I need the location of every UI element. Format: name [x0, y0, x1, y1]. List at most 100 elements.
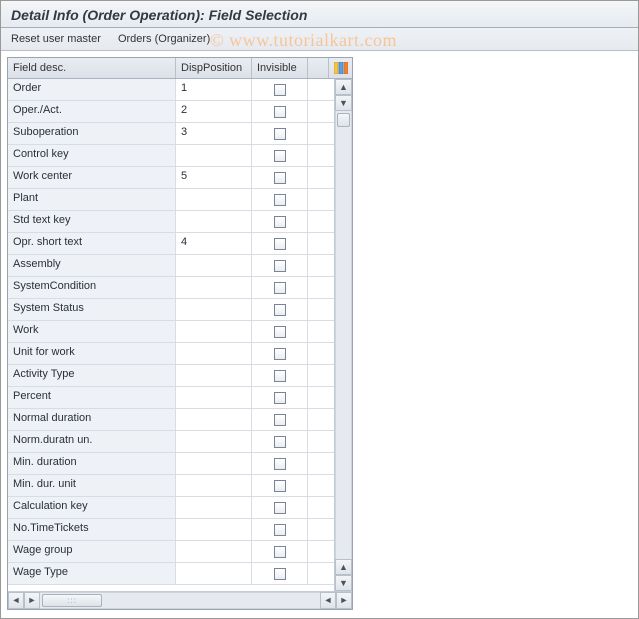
- table-row[interactable]: Min. dur. unit: [8, 475, 334, 497]
- checkbox-icon[interactable]: [274, 216, 286, 228]
- column-header-invisible[interactable]: Invisible: [252, 58, 308, 78]
- vertical-scroll-track[interactable]: [335, 111, 352, 559]
- cell-invisible[interactable]: [252, 167, 308, 188]
- scroll-down-button[interactable]: ▼: [335, 575, 352, 591]
- scroll-left-step-button[interactable]: ◄: [320, 592, 336, 609]
- cell-disp-position[interactable]: 4: [176, 233, 252, 254]
- cell-invisible[interactable]: [252, 453, 308, 474]
- checkbox-icon[interactable]: [274, 84, 286, 96]
- cell-disp-position[interactable]: [176, 145, 252, 166]
- table-row[interactable]: Activity Type: [8, 365, 334, 387]
- horizontal-scrollbar[interactable]: ◄ ► ::: ◄ ►: [8, 591, 352, 609]
- table-row[interactable]: Oper./Act.2: [8, 101, 334, 123]
- cell-disp-position[interactable]: [176, 475, 252, 496]
- cell-invisible[interactable]: [252, 541, 308, 562]
- cell-invisible[interactable]: [252, 431, 308, 452]
- cell-invisible[interactable]: [252, 145, 308, 166]
- checkbox-icon[interactable]: [274, 436, 286, 448]
- checkbox-icon[interactable]: [274, 106, 286, 118]
- table-settings-icon[interactable]: [328, 58, 352, 78]
- orders-organizer-link[interactable]: Orders (Organizer): [118, 33, 210, 45]
- cell-disp-position[interactable]: [176, 387, 252, 408]
- checkbox-icon[interactable]: [274, 172, 286, 184]
- checkbox-icon[interactable]: [274, 194, 286, 206]
- scroll-right-button[interactable]: ►: [336, 592, 352, 609]
- cell-disp-position[interactable]: 2: [176, 101, 252, 122]
- vertical-scrollbar[interactable]: ▲ ▼ ▲ ▼: [334, 79, 352, 591]
- table-row[interactable]: Wage Type: [8, 563, 334, 585]
- table-row[interactable]: Norm.duratn un.: [8, 431, 334, 453]
- cell-invisible[interactable]: [252, 189, 308, 210]
- scroll-left-button[interactable]: ◄: [8, 592, 24, 609]
- checkbox-icon[interactable]: [274, 326, 286, 338]
- cell-invisible[interactable]: [252, 79, 308, 100]
- table-row[interactable]: Suboperation3: [8, 123, 334, 145]
- scroll-up-step-button[interactable]: ▲: [335, 559, 352, 575]
- cell-disp-position[interactable]: [176, 189, 252, 210]
- checkbox-icon[interactable]: [274, 414, 286, 426]
- scroll-up-button[interactable]: ▲: [335, 79, 352, 95]
- scroll-down-step-button[interactable]: ▼: [335, 95, 352, 111]
- cell-invisible[interactable]: [252, 365, 308, 386]
- table-row[interactable]: Wage group: [8, 541, 334, 563]
- table-row[interactable]: Control key: [8, 145, 334, 167]
- table-row[interactable]: Work center5: [8, 167, 334, 189]
- cell-invisible[interactable]: [252, 497, 308, 518]
- table-row[interactable]: Min. duration: [8, 453, 334, 475]
- checkbox-icon[interactable]: [274, 282, 286, 294]
- checkbox-icon[interactable]: [274, 546, 286, 558]
- cell-disp-position[interactable]: 3: [176, 123, 252, 144]
- cell-invisible[interactable]: [252, 277, 308, 298]
- checkbox-icon[interactable]: [274, 304, 286, 316]
- cell-disp-position[interactable]: 5: [176, 167, 252, 188]
- cell-invisible[interactable]: [252, 101, 308, 122]
- cell-disp-position[interactable]: [176, 519, 252, 540]
- cell-disp-position[interactable]: [176, 431, 252, 452]
- cell-disp-position[interactable]: [176, 453, 252, 474]
- table-row[interactable]: Assembly: [8, 255, 334, 277]
- table-row[interactable]: Unit for work: [8, 343, 334, 365]
- table-row[interactable]: Calculation key: [8, 497, 334, 519]
- cell-invisible[interactable]: [252, 387, 308, 408]
- table-row[interactable]: Order1: [8, 79, 334, 101]
- cell-invisible[interactable]: [252, 255, 308, 276]
- cell-invisible[interactable]: [252, 123, 308, 144]
- cell-disp-position[interactable]: [176, 321, 252, 342]
- checkbox-icon[interactable]: [274, 150, 286, 162]
- cell-disp-position[interactable]: 1: [176, 79, 252, 100]
- cell-disp-position[interactable]: [176, 255, 252, 276]
- cell-invisible[interactable]: [252, 233, 308, 254]
- scroll-right-step-button[interactable]: ►: [24, 592, 40, 609]
- cell-disp-position[interactable]: [176, 343, 252, 364]
- table-row[interactable]: Normal duration: [8, 409, 334, 431]
- checkbox-icon[interactable]: [274, 260, 286, 272]
- horizontal-scroll-thumb[interactable]: :::: [42, 594, 102, 607]
- table-row[interactable]: Plant: [8, 189, 334, 211]
- checkbox-icon[interactable]: [274, 480, 286, 492]
- checkbox-icon[interactable]: [274, 370, 286, 382]
- cell-invisible[interactable]: [252, 409, 308, 430]
- checkbox-icon[interactable]: [274, 348, 286, 360]
- vertical-scroll-thumb[interactable]: [337, 113, 350, 127]
- table-row[interactable]: System Status: [8, 299, 334, 321]
- table-row[interactable]: Std text key: [8, 211, 334, 233]
- reset-user-master-link[interactable]: Reset user master: [11, 33, 101, 45]
- cell-disp-position[interactable]: [176, 365, 252, 386]
- table-row[interactable]: Work: [8, 321, 334, 343]
- cell-disp-position[interactable]: [176, 497, 252, 518]
- cell-disp-position[interactable]: [176, 409, 252, 430]
- table-row[interactable]: No.TimeTickets: [8, 519, 334, 541]
- cell-disp-position[interactable]: [176, 299, 252, 320]
- checkbox-icon[interactable]: [274, 392, 286, 404]
- table-row[interactable]: SystemCondition: [8, 277, 334, 299]
- table-row[interactable]: Percent: [8, 387, 334, 409]
- checkbox-icon[interactable]: [274, 128, 286, 140]
- cell-disp-position[interactable]: [176, 541, 252, 562]
- cell-invisible[interactable]: [252, 519, 308, 540]
- cell-invisible[interactable]: [252, 343, 308, 364]
- checkbox-icon[interactable]: [274, 524, 286, 536]
- checkbox-icon[interactable]: [274, 458, 286, 470]
- cell-invisible[interactable]: [252, 211, 308, 232]
- cell-disp-position[interactable]: [176, 277, 252, 298]
- cell-disp-position[interactable]: [176, 563, 252, 584]
